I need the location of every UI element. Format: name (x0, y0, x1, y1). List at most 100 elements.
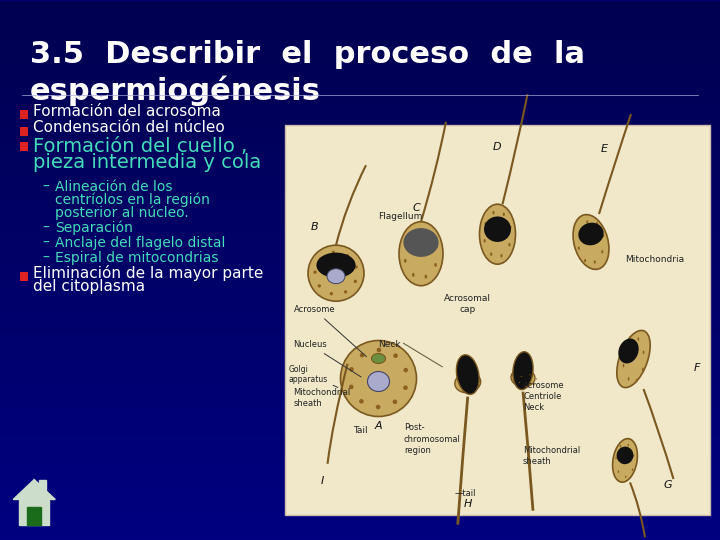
FancyBboxPatch shape (20, 127, 28, 136)
Text: espermiogénesis: espermiogénesis (30, 75, 321, 105)
Text: –: – (42, 180, 49, 194)
Ellipse shape (434, 263, 437, 267)
Polygon shape (13, 480, 55, 500)
Text: Mitochondria: Mitochondria (625, 254, 684, 264)
Ellipse shape (579, 231, 581, 234)
Ellipse shape (500, 254, 503, 258)
Ellipse shape (456, 355, 479, 394)
Polygon shape (19, 500, 49, 525)
FancyBboxPatch shape (285, 125, 710, 515)
Ellipse shape (633, 454, 634, 457)
Ellipse shape (577, 247, 580, 250)
Ellipse shape (405, 241, 408, 245)
Text: Flagellum: Flagellum (379, 212, 423, 221)
Ellipse shape (372, 354, 385, 363)
Text: –: – (42, 236, 49, 250)
Text: Post-
chromosomal
region: Post- chromosomal region (404, 423, 461, 455)
Ellipse shape (509, 226, 511, 230)
Ellipse shape (393, 353, 398, 358)
Ellipse shape (508, 243, 510, 246)
Ellipse shape (594, 260, 595, 264)
Ellipse shape (484, 217, 511, 242)
Ellipse shape (602, 234, 604, 238)
Polygon shape (27, 507, 41, 525)
Ellipse shape (425, 275, 427, 279)
Ellipse shape (428, 231, 430, 234)
Text: Alineación de los: Alineación de los (55, 180, 173, 194)
Text: I: I (321, 476, 324, 486)
Ellipse shape (623, 364, 624, 367)
Text: Eliminación de la mayor parte: Eliminación de la mayor parte (33, 265, 264, 281)
Ellipse shape (341, 341, 416, 416)
Ellipse shape (415, 229, 418, 233)
Text: E: E (600, 144, 607, 154)
Ellipse shape (359, 399, 364, 403)
Ellipse shape (403, 386, 408, 390)
Text: posterior al núcleo.: posterior al núcleo. (55, 206, 189, 220)
Ellipse shape (503, 213, 505, 216)
Ellipse shape (349, 367, 354, 372)
Ellipse shape (636, 379, 637, 382)
Ellipse shape (573, 214, 609, 269)
Polygon shape (39, 480, 46, 490)
Text: del citoplasma: del citoplasma (33, 280, 145, 294)
Text: Espiral de mitocondrias: Espiral de mitocondrias (55, 251, 218, 265)
Text: F: F (694, 363, 701, 373)
Ellipse shape (354, 280, 357, 283)
FancyBboxPatch shape (20, 272, 28, 281)
Text: Formación del acrosoma: Formación del acrosoma (33, 104, 221, 118)
Ellipse shape (344, 290, 347, 294)
Text: 3.5  Describir  el  proceso  de  la: 3.5 Describir el proceso de la (30, 40, 585, 69)
Ellipse shape (308, 245, 364, 301)
Ellipse shape (536, 379, 537, 380)
Ellipse shape (436, 245, 438, 248)
Ellipse shape (628, 377, 629, 381)
Ellipse shape (586, 220, 588, 224)
Ellipse shape (643, 350, 644, 354)
Ellipse shape (529, 374, 531, 375)
Ellipse shape (629, 336, 631, 339)
Ellipse shape (513, 352, 533, 390)
Text: Golgi
apparatus: Golgi apparatus (289, 365, 338, 387)
Ellipse shape (327, 269, 345, 284)
Ellipse shape (404, 259, 407, 263)
Ellipse shape (367, 372, 390, 392)
Text: G: G (663, 480, 672, 490)
Ellipse shape (399, 222, 443, 286)
Text: C: C (413, 203, 420, 213)
Ellipse shape (313, 271, 317, 274)
Ellipse shape (376, 404, 380, 409)
Ellipse shape (616, 447, 634, 464)
Text: Acrosome: Acrosome (294, 305, 366, 356)
Ellipse shape (403, 368, 408, 373)
Ellipse shape (534, 384, 536, 385)
Ellipse shape (332, 251, 335, 254)
Text: Nucleus: Nucleus (294, 340, 361, 377)
Ellipse shape (620, 445, 621, 448)
Ellipse shape (485, 222, 487, 226)
Ellipse shape (318, 284, 321, 288)
Text: Mitochondrial
sheath: Mitochondrial sheath (523, 446, 580, 467)
Text: pieza intermedia y cola: pieza intermedia y cola (33, 153, 261, 172)
FancyBboxPatch shape (20, 110, 28, 119)
Text: —tail: —tail (455, 489, 477, 497)
Ellipse shape (492, 211, 495, 214)
Ellipse shape (455, 373, 481, 393)
Ellipse shape (346, 254, 349, 257)
Text: Condensación del núcleo: Condensación del núcleo (33, 120, 225, 136)
Ellipse shape (316, 253, 356, 278)
Ellipse shape (625, 476, 626, 478)
Text: B: B (311, 222, 318, 232)
Ellipse shape (637, 338, 639, 341)
Ellipse shape (319, 257, 323, 261)
Text: Separación: Separación (55, 221, 133, 235)
Ellipse shape (601, 250, 603, 253)
Ellipse shape (490, 252, 492, 256)
Ellipse shape (628, 444, 629, 447)
Ellipse shape (526, 386, 527, 387)
Ellipse shape (618, 339, 639, 363)
Ellipse shape (511, 369, 535, 387)
Text: Formación del cuello ,: Formación del cuello , (33, 138, 247, 157)
Ellipse shape (631, 468, 633, 471)
Ellipse shape (480, 204, 516, 264)
